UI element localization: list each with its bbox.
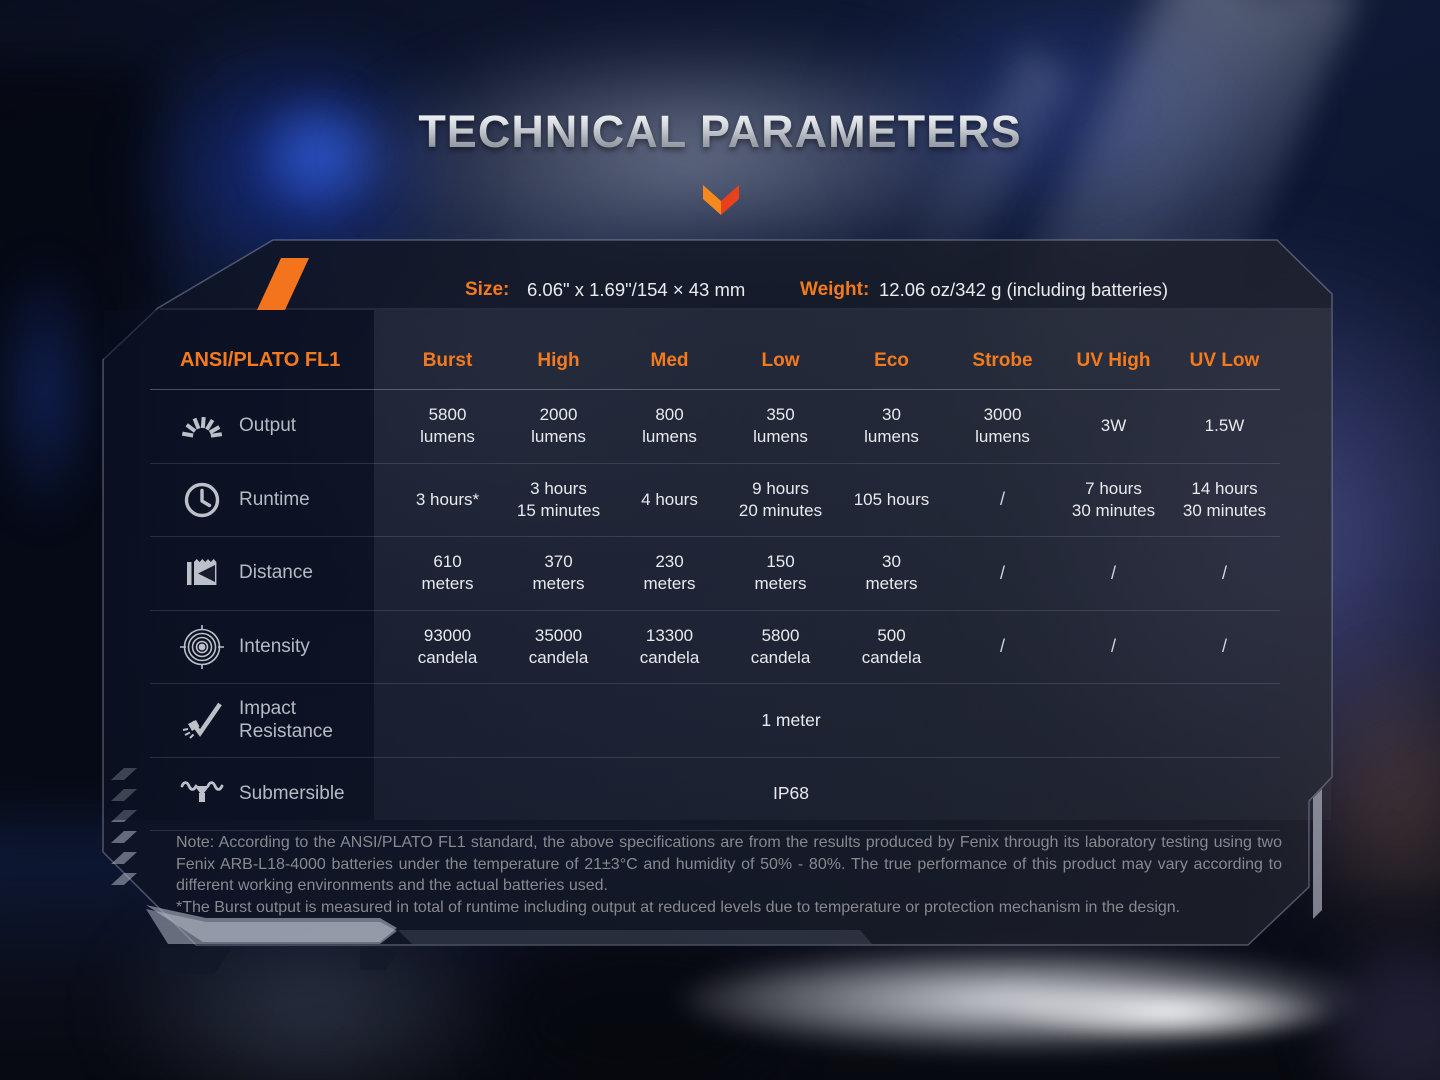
- row-header: Intensity: [150, 624, 392, 669]
- chevron-down-icon: [703, 185, 739, 215]
- row-header: Submersible: [150, 777, 392, 811]
- row-label: Distance: [239, 562, 313, 584]
- column-header-med: Med: [650, 349, 689, 371]
- table-cell: /: [999, 489, 1005, 510]
- weight-value: 12.06 oz/342 g (including batteries): [879, 279, 1168, 300]
- table-row: Distance 610 meters 370 meters 230 meters 15…: [150, 537, 1280, 611]
- column-header-eco: Eco: [874, 349, 909, 371]
- table-row: Impact Resistance 1 meter: [150, 684, 1280, 758]
- row-label: Output: [239, 415, 297, 437]
- size-label: Size:: [465, 279, 510, 300]
- table-cell: 370 meters: [532, 552, 585, 594]
- table-cell: /: [1221, 562, 1227, 583]
- table-cell: /: [999, 636, 1005, 657]
- row-label: Impact Resistance: [239, 697, 333, 743]
- footnote-line-1: Note: According to the ANSI/PLATO FL1 st…: [176, 834, 1282, 895]
- row-header: Distance: [150, 555, 392, 591]
- row-label: Submersible: [239, 782, 345, 804]
- table-body: Output 5800 lumens 2000 lumens 800 lumens 35…: [150, 390, 1280, 831]
- intensity-target-icon: [178, 624, 226, 669]
- table-row: Runtime 3 hours* 3 hours 15 minutes 4 hours…: [150, 464, 1280, 537]
- column-header-high: High: [537, 349, 580, 371]
- table-header-row: ANSI/PLATO FL1 Burst High Med Low Eco Strobe U…: [150, 332, 1280, 390]
- table-cell: 14 hours 30 minutes: [1182, 478, 1267, 520]
- row-header: Impact Resistance: [150, 697, 392, 745]
- table-cell: 230 meters: [643, 552, 696, 594]
- table-cell: 35000 candela: [528, 625, 589, 667]
- table-cell: 93000 candela: [417, 625, 478, 667]
- column-header-strobe: Strobe: [972, 349, 1033, 371]
- column-header-burst: Burst: [422, 349, 473, 371]
- distance-beam-icon: [178, 555, 226, 591]
- table-cell: 350 lumens: [753, 405, 808, 447]
- page-title: TECHNICAL PARAMETERS: [0, 106, 1440, 158]
- column-header-uv-high: UV High: [1076, 349, 1151, 371]
- table-cell: /: [1221, 636, 1227, 657]
- table-cell: 150 meters: [754, 552, 807, 594]
- table-cell: 610 meters: [421, 552, 474, 594]
- footnote: Note: According to the ANSI/PLATO FL1 st…: [176, 832, 1282, 918]
- table-cell: 3000 lumens: [975, 405, 1030, 447]
- table-cell: 3 hours*: [415, 489, 480, 509]
- row-header: Runtime: [150, 480, 392, 520]
- column-header-low: Low: [761, 349, 800, 371]
- runtime-clock-icon: [178, 480, 226, 520]
- table-cell: 3W: [1100, 416, 1127, 436]
- column-header-uv-low: UV Low: [1189, 349, 1260, 371]
- size-value: 6.06" x 1.69"/154 × 43 mm: [527, 279, 746, 300]
- table-cell: /: [999, 562, 1005, 583]
- table-cell: 9 hours 20 minutes: [738, 478, 823, 520]
- row-label: Intensity: [239, 635, 310, 657]
- background-glow: [0, 250, 100, 530]
- table-cell: 30 lumens: [864, 405, 919, 447]
- table-cell: 2000 lumens: [531, 405, 586, 447]
- row-span-value: 1 meter: [761, 709, 821, 730]
- spec-table: ANSI/PLATO FL1 Burst High Med Low Eco Strobe U…: [150, 332, 1280, 831]
- table-cell: 5800 candela: [750, 625, 811, 667]
- label-column-tint: [104, 310, 374, 820]
- table-row: Submersible IP68: [150, 758, 1280, 831]
- table-corner-header: ANSI/PLATO FL1: [180, 349, 341, 371]
- table-cell: /: [1110, 562, 1116, 583]
- table-cell: 5800 lumens: [420, 405, 475, 447]
- table-cell: 800 lumens: [642, 405, 697, 447]
- data-area-tint: [374, 310, 1331, 820]
- weight-label: Weight:: [800, 279, 870, 300]
- impact-resistance-icon: [178, 700, 226, 740]
- row-header: Output: [150, 407, 392, 445]
- background-haze: [340, 30, 1040, 280]
- table-cell: 7 hours 30 minutes: [1071, 478, 1156, 520]
- table-cell: 500 candela: [861, 625, 922, 667]
- table-row: Output 5800 lumens 2000 lumens 800 lumens 35…: [150, 390, 1280, 464]
- background-glow: [840, 0, 1300, 260]
- footnote-line-2: *The Burst output is measured in total o…: [176, 898, 1181, 916]
- row-span-value: IP68: [773, 783, 809, 804]
- table-cell: 4 hours: [641, 489, 698, 509]
- table-cell: 1.5W: [1204, 416, 1245, 436]
- table-cell: /: [1110, 636, 1116, 657]
- table-cell: 3 hours 15 minutes: [516, 478, 601, 520]
- table-row: Intensity 93000 candela 35000 candela 13300…: [150, 611, 1280, 684]
- table-cell: 30 meters: [865, 552, 918, 594]
- background-light-streak: [1000, 982, 1340, 1042]
- table-cell: 105 hours: [853, 489, 930, 509]
- submersible-icon: [178, 777, 226, 811]
- output-beam-icon: [178, 407, 226, 445]
- row-label: Runtime: [239, 488, 310, 510]
- table-cell: 13300 candela: [639, 625, 700, 667]
